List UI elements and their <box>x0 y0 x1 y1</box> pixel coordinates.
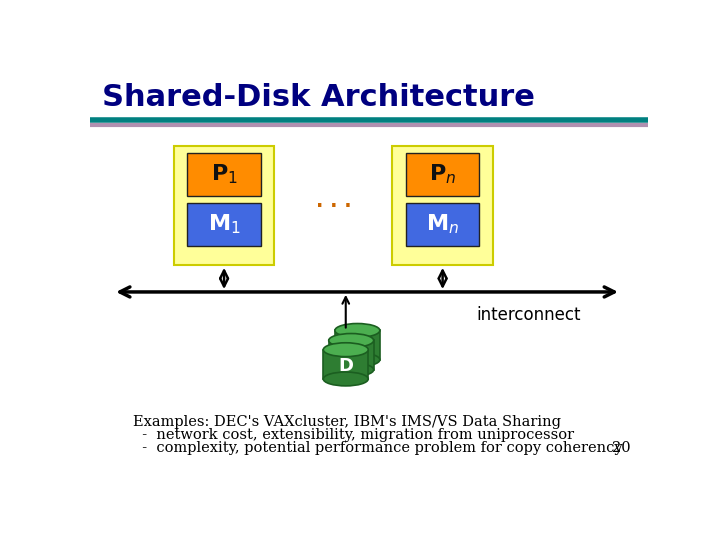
Text: $\mathbf{M}_1$: $\mathbf{M}_1$ <box>207 213 240 237</box>
Text: 20: 20 <box>612 441 631 455</box>
Bar <box>392 146 493 265</box>
Ellipse shape <box>323 343 368 356</box>
Ellipse shape <box>335 353 380 367</box>
Text: D: D <box>338 357 354 375</box>
Bar <box>406 153 480 195</box>
Bar <box>323 350 368 379</box>
Bar <box>187 204 261 246</box>
Ellipse shape <box>329 334 374 347</box>
Text: $\mathbf{P}_1$: $\mathbf{P}_1$ <box>211 163 238 186</box>
Text: -  complexity, potential performance problem for copy coherency: - complexity, potential performance prob… <box>132 441 622 455</box>
Text: -  network cost, extensibility, migration from uniprocessor: - network cost, extensibility, migration… <box>132 428 574 442</box>
Bar <box>187 153 261 195</box>
Bar <box>335 330 380 360</box>
Ellipse shape <box>323 372 368 386</box>
Text: Examples: DEC's VAXcluster, IBM's IMS/VS Data Sharing: Examples: DEC's VAXcluster, IBM's IMS/VS… <box>132 415 561 429</box>
Bar <box>329 340 374 370</box>
Bar <box>174 146 274 265</box>
Ellipse shape <box>329 363 374 377</box>
Text: Shared-Disk Architecture: Shared-Disk Architecture <box>102 83 534 112</box>
Text: interconnect: interconnect <box>476 306 580 324</box>
Text: . . .: . . . <box>315 192 351 211</box>
Ellipse shape <box>335 323 380 338</box>
Bar <box>406 204 480 246</box>
Text: $\mathbf{M}_n$: $\mathbf{M}_n$ <box>426 213 459 237</box>
Text: $\mathbf{P}_n$: $\mathbf{P}_n$ <box>429 163 456 186</box>
